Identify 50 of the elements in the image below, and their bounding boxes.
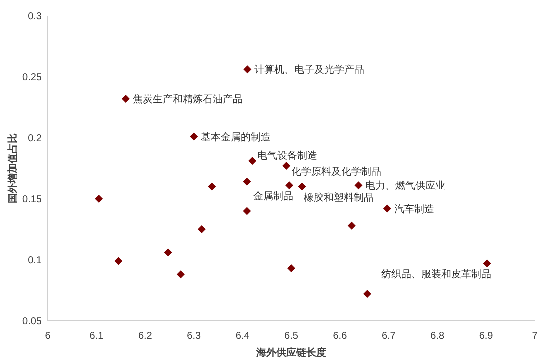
point (176, 270, 185, 279)
x-tick-label: 6.9 (479, 331, 494, 342)
annotation: 化学原料及化学制品 (292, 166, 382, 178)
x-tick-label: 6.5 (284, 331, 299, 342)
annotation: 电气设备制造 (258, 150, 318, 162)
annotation: 焦炭生产和精炼石油产品 (132, 93, 243, 106)
annotation: 基本金属的制造 (201, 131, 272, 144)
point (383, 204, 392, 213)
x-tick-label: 7 (532, 331, 538, 342)
annotation: 计算机、电子及光学产品 (254, 64, 365, 76)
x-tick-label: 6.1 (90, 331, 104, 342)
x-tick-label: 6 (45, 331, 52, 342)
point (164, 248, 172, 257)
point (244, 66, 252, 74)
y-tick-label: 0.25 (22, 72, 42, 84)
point (483, 260, 492, 268)
point (208, 182, 216, 191)
point (363, 290, 372, 298)
x-tick-label: 6.4 (236, 331, 250, 342)
annotation: 电力、燃气供应业 (366, 180, 446, 192)
annotation: 金属制品 (254, 190, 294, 203)
x-tick-label: 6.3 (187, 331, 202, 342)
point (190, 132, 198, 141)
point (286, 182, 294, 190)
annotation: 橡胶和塑料制品 (304, 192, 374, 204)
y-tick-label: 0.2 (28, 134, 42, 144)
point (348, 222, 356, 230)
y-axis-title: 国外增加值占比 (7, 134, 19, 204)
point (354, 182, 363, 190)
y-tick-label: 0.3 (28, 12, 42, 22)
point (298, 182, 306, 191)
y-tick-label: 0.1 (28, 256, 42, 266)
point (122, 94, 130, 103)
y-tick-label: 0.05 (22, 316, 42, 328)
x-tick-label: 6.2 (138, 331, 153, 342)
annotation: 纺织品、服装和皮革制品 (381, 268, 492, 281)
x-tick-label: 6.6 (333, 331, 348, 342)
x-tick-label: 6.7 (382, 331, 396, 342)
x-axis-title: 海外供应链长度 (256, 347, 326, 359)
point (198, 226, 206, 234)
x-tick-label: 6.8 (430, 331, 445, 342)
point (243, 178, 252, 186)
y-tick-label: 0.15 (22, 194, 42, 206)
point (243, 207, 252, 216)
point (95, 195, 104, 203)
point (288, 264, 296, 273)
point (248, 157, 257, 166)
point (282, 162, 291, 170)
point (114, 257, 123, 266)
annotation: 汽车制造 (394, 203, 434, 216)
